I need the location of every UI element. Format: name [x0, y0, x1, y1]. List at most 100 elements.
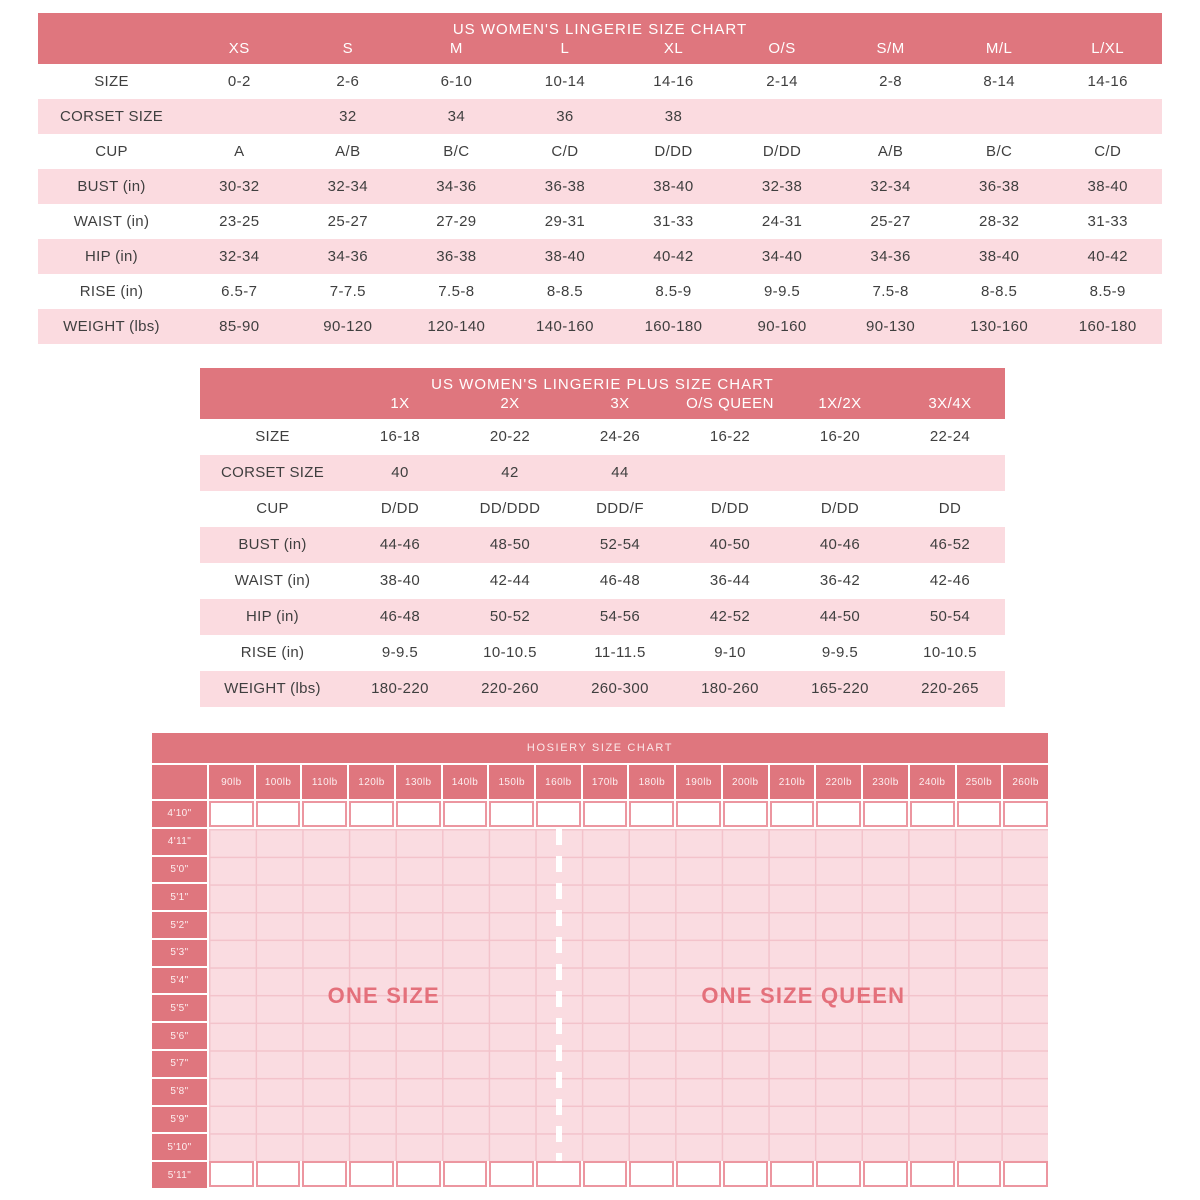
table-cell: 34-40 [761, 248, 803, 265]
table-cell: 32-34 [870, 178, 911, 195]
hosiery-grid-cell [302, 1161, 348, 1187]
table-cell: 14-16 [653, 73, 694, 90]
table-cell: 25-27 [327, 213, 369, 230]
hosiery-grid-cell [676, 801, 721, 827]
row-label: CUP [256, 500, 289, 517]
height-row-label: 5'10" [152, 1134, 207, 1161]
hosiery-grid-cell [582, 1161, 628, 1187]
table-cell: 38 [664, 108, 683, 125]
hosiery-grid-cell [536, 801, 581, 827]
hosiery-row-5ft11 [209, 1161, 1048, 1187]
table-cell [895, 455, 1005, 491]
hosiery-grid-cell [956, 801, 1002, 827]
table-cell: 90-130 [866, 318, 916, 335]
hosiery-grid-cell [769, 801, 815, 827]
table-cell: 7.5-8 [872, 283, 909, 300]
table-cell: 20-22 [489, 428, 531, 445]
lingerie-plus-size-chart-rows: SIZE 16-18 20-22 24-26 16-22 16-20 22-24 CORSET… [200, 419, 1005, 707]
table-cell: 40-42 [1087, 248, 1128, 265]
table-cell: 16-18 [379, 428, 421, 445]
table-cell: 9-9.5 [381, 644, 419, 661]
table-row: HIP (in) 32-34 34-36 36-38 38-40 40-42 34-40 34… [38, 239, 1162, 274]
weight-column-header: 160lb [536, 765, 581, 799]
table-cell: 36-42 [819, 572, 861, 589]
table-cell: 32-34 [219, 248, 260, 265]
weight-column-header: 190lb [676, 765, 721, 799]
table-row: HIP (in) 46-48 50-52 54-56 42-52 44-50 50-54 [200, 599, 1005, 635]
table-cell: 25-27 [870, 213, 911, 230]
hosiery-grid-cell [442, 801, 488, 827]
table-row: BUST (in) 30-32 32-34 34-36 36-38 38-40 32-38 3… [38, 169, 1162, 204]
hosiery-grid-cell [816, 801, 862, 827]
table-row: CUP D/DD DD/DDD DDD/F D/DD D/DD DD [200, 491, 1005, 527]
table-cell: 29-31 [544, 213, 586, 230]
table-cell: 180-220 [371, 680, 429, 697]
table-row: RISE (in) 9-9.5 10-10.5 11-11.5 9-10 9-9.5 10-… [200, 635, 1005, 671]
table-cell: 32-34 [327, 178, 369, 195]
hosiery-grid-cell [255, 1161, 301, 1187]
table-cell: 24-31 [761, 213, 803, 230]
row-label: CUP [95, 143, 128, 160]
weight-column-header: 210lb [769, 765, 815, 799]
table-cell: D/DD [380, 500, 420, 517]
table-cell: 38-40 [978, 248, 1020, 265]
row-label: HIP (in) [246, 608, 299, 625]
row-label: HIP (in) [85, 248, 138, 265]
table-cell: C/D [1094, 143, 1122, 160]
height-row-label: 5'11" [152, 1162, 207, 1188]
row-label: WEIGHT (lbs) [224, 680, 321, 697]
table-cell [785, 455, 895, 491]
table-cell: 46-48 [379, 608, 421, 625]
lingerie-size-chart-table: US WOMEN'S LINGERIE SIZE CHART XS S M L XL O/… [38, 13, 1162, 344]
column-header: O/S QUEEN [686, 395, 774, 412]
hosiery-weight-header-row: 90lb 100lb 110lb 120lb 130lb 140lb 150lb 160lb 1… [152, 765, 1048, 799]
table-cell: 38-40 [379, 572, 421, 589]
column-header: 2X [500, 395, 520, 412]
table-cell: 260-300 [591, 680, 649, 697]
table-cell: DD/DDD [479, 500, 541, 517]
table-cell: 34 [447, 108, 466, 125]
row-label: WEIGHT (lbs) [63, 318, 160, 335]
table-cell: 46-52 [929, 536, 971, 553]
hosiery-region-divider-dashed-line [555, 828, 562, 1161]
column-header: S/M [876, 40, 905, 57]
table-row: CUP A A/B B/C C/D D/DD D/DD A/B B/C C/D [38, 134, 1162, 169]
table-row: WAIST (in) 38-40 42-44 46-48 36-44 36-42 42-46 [200, 563, 1005, 599]
row-label: RISE (in) [79, 283, 144, 300]
hosiery-grid-cell [722, 1161, 768, 1187]
table-cell: 38-40 [653, 178, 694, 195]
table-cell: DD [938, 500, 962, 517]
table-cell [1053, 99, 1162, 134]
table-cell: D/DD [820, 500, 860, 517]
table-row: CORSET SIZE 40 42 44 [200, 455, 1005, 491]
table-cell: 9-10 [714, 644, 746, 661]
row-label: SIZE [255, 428, 290, 445]
table-cell: 52-54 [599, 536, 641, 553]
lingerie-plus-size-chart-column-headers: 1X 2X 3X O/S QUEEN 1X/2X 3X/4X [345, 394, 1005, 419]
hosiery-grid-cell [209, 801, 254, 827]
table-cell: 32 [339, 108, 357, 125]
lingerie-size-chart-rows: SIZE 0-2 2-6 6-10 10-14 14-16 2-14 2-8 8-14 14-16… [38, 64, 1162, 344]
table-cell: 14-16 [1087, 73, 1128, 90]
table-cell: 42-46 [929, 572, 971, 589]
table-cell: 23-25 [219, 213, 260, 230]
weight-column-header: 240lb [909, 765, 955, 799]
height-row-label: 5'8" [152, 1078, 207, 1105]
table-cell: 31-33 [1087, 213, 1128, 230]
table-row: SIZE 0-2 2-6 6-10 10-14 14-16 2-14 2-8 8-14 14-16 [38, 64, 1162, 99]
column-header: L [560, 40, 570, 57]
weight-column-header: 200lb [722, 765, 768, 799]
table-cell: 90-160 [757, 318, 807, 335]
hosiery-grid-cell [395, 1161, 441, 1187]
table-cell: 10-14 [544, 73, 586, 90]
table-cell: 130-160 [970, 318, 1029, 335]
lingerie-size-chart-column-headers: XS S M L XL O/S S/M M/L L/XL [185, 39, 1162, 64]
row-label: BUST (in) [238, 536, 307, 553]
row-label: CORSET SIZE [59, 108, 164, 125]
column-header: 1X [390, 395, 410, 412]
table-cell: 40-42 [653, 248, 694, 265]
table-cell: 2-6 [336, 73, 360, 90]
weight-column-header: 150lb [489, 765, 535, 799]
table-cell: 34-36 [870, 248, 911, 265]
hosiery-row-4ft10 [209, 801, 1048, 827]
